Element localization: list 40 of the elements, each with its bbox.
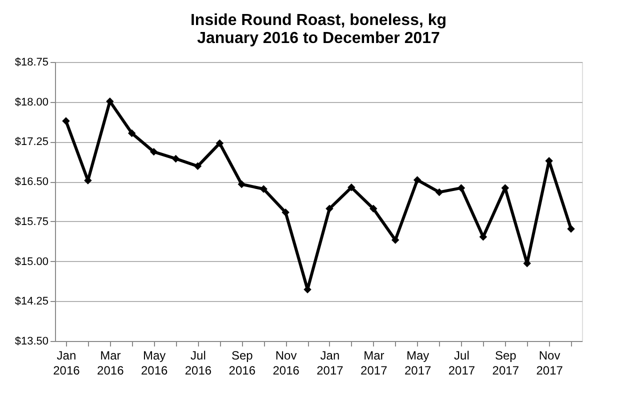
point (326, 204, 334, 213)
point (413, 176, 422, 184)
x-tick-label: Mar 2017 (360, 348, 388, 378)
y-tick-label: $15.00 (14, 256, 48, 268)
point (391, 236, 400, 244)
point (348, 184, 356, 192)
point (150, 148, 158, 156)
point (194, 162, 202, 170)
y-tick-label: $17.25 (14, 136, 48, 148)
point (567, 224, 575, 233)
x-tick-label: May 2017 (404, 348, 432, 378)
point (479, 232, 488, 241)
x-tick-label: Sep 2016 (228, 348, 256, 378)
point (62, 117, 70, 125)
point (128, 129, 136, 138)
y-tick-label: $13.50 (14, 336, 48, 348)
point (238, 180, 246, 188)
x-tick-label: May 2016 (140, 348, 168, 378)
x-tick-label: Jul 2017 (448, 348, 476, 378)
chart-title: Inside Round Roast, boneless, kg (190, 12, 447, 29)
point (172, 154, 180, 163)
y-tick-label: $14.25 (14, 296, 48, 308)
x-tick-label: Nov 2017 (536, 348, 564, 378)
x-tick-label: Jul 2016 (184, 348, 212, 378)
point (260, 185, 268, 193)
point (370, 204, 378, 213)
y-tick-label: $15.75 (14, 216, 48, 228)
y-tick-label: $16.50 (14, 176, 48, 188)
y-tick-label: $18.75 (14, 56, 48, 68)
point (216, 139, 224, 148)
chart-subtitle: January 2016 to December 2017 (197, 30, 440, 47)
x-tick-label: Jan 2016 (53, 348, 80, 378)
point (457, 184, 466, 192)
x-tick-label: Mar 2016 (97, 348, 124, 378)
point (282, 208, 290, 216)
y-tick-label: $18.00 (14, 96, 48, 108)
point (435, 188, 444, 196)
x-tick-label: Sep 2017 (492, 348, 520, 378)
x-tick-label: Nov 2016 (272, 348, 300, 378)
x-tick-label: Jan 2017 (316, 348, 344, 378)
